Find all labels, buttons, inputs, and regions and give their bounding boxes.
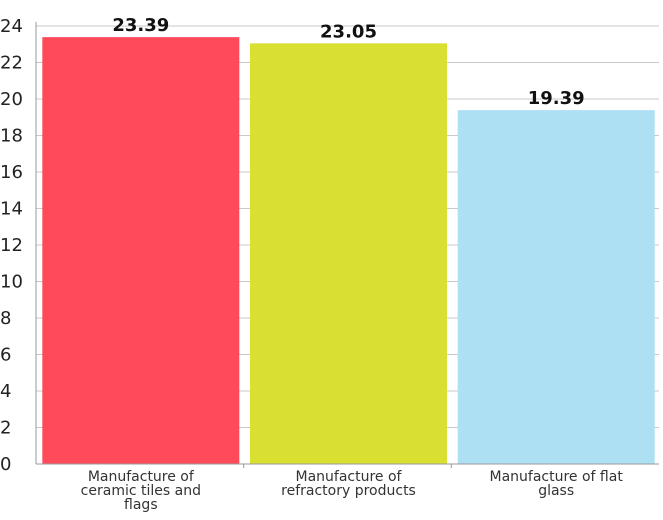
x-category-label-line: glass bbox=[538, 483, 574, 499]
x-category-label-line: ceramic tiles and bbox=[81, 483, 201, 499]
bar bbox=[457, 110, 655, 464]
y-tick-label: 12 bbox=[0, 235, 23, 256]
bar bbox=[42, 37, 240, 464]
y-tick-label: 8 bbox=[0, 308, 11, 329]
y-tick-label: 18 bbox=[0, 126, 23, 147]
bar-value-labels: 23.39 23.05 19.39 bbox=[112, 15, 584, 109]
bar bbox=[250, 43, 447, 465]
x-category-label-line: Manufacture of bbox=[88, 469, 195, 485]
y-tick-label: 0 bbox=[0, 454, 11, 475]
y-tick-label: 6 bbox=[0, 345, 11, 366]
y-tick-label: 10 bbox=[0, 272, 23, 293]
bar-value-label: 19.39 bbox=[528, 88, 585, 109]
x-axis bbox=[35, 22, 659, 468]
y-tick-label: 20 bbox=[0, 89, 23, 110]
x-category-label-line: flags bbox=[124, 497, 158, 513]
x-category-label-line: Manufacture of flat bbox=[490, 469, 624, 485]
y-tick-label: 24 bbox=[0, 16, 23, 37]
x-category-label-line: refractory products bbox=[281, 483, 416, 499]
bar-value-label: 23.05 bbox=[320, 21, 377, 42]
y-tick-label: 16 bbox=[0, 162, 23, 183]
bar-value-label: 23.39 bbox=[112, 15, 169, 36]
x-category-label-line: Manufacture of bbox=[296, 469, 403, 485]
y-tick-label: 2 bbox=[0, 418, 11, 439]
y-tick-label: 22 bbox=[0, 53, 23, 74]
y-tick-label: 14 bbox=[0, 199, 23, 220]
bars bbox=[42, 37, 655, 465]
y-tick-label: 4 bbox=[0, 381, 11, 402]
